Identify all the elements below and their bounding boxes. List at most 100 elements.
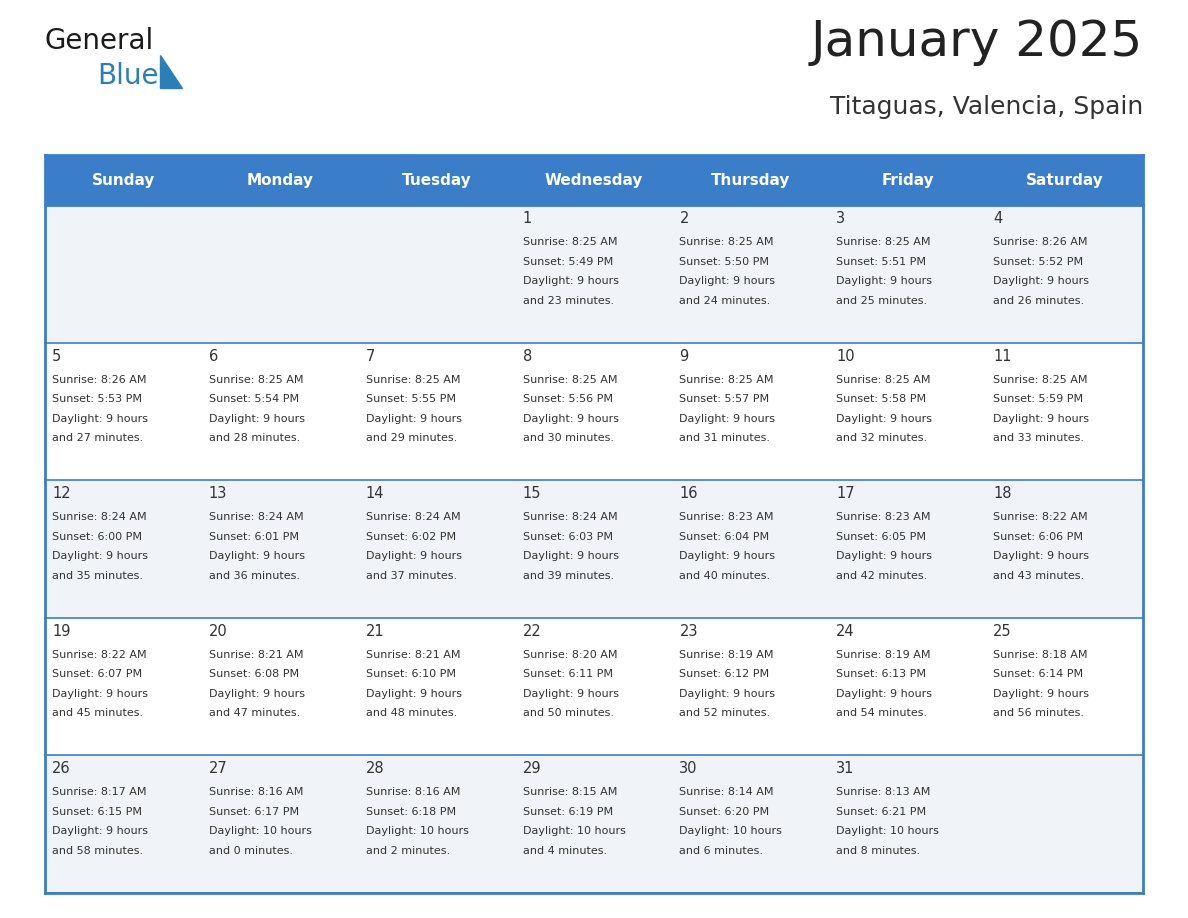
Bar (45, 342, 202, 480)
Text: Daylight: 9 hours: Daylight: 9 hours (993, 688, 1089, 699)
Text: 2: 2 (680, 211, 689, 226)
Bar (45, 756, 202, 893)
Text: Sunrise: 8:23 AM: Sunrise: 8:23 AM (680, 512, 773, 522)
Bar (829, 342, 986, 480)
Text: Monday: Monday (247, 173, 314, 187)
Text: Daylight: 9 hours: Daylight: 9 hours (680, 414, 776, 423)
Text: Sunset: 6:06 PM: Sunset: 6:06 PM (993, 532, 1083, 542)
Text: and 2 minutes.: and 2 minutes. (366, 845, 450, 856)
Text: Daylight: 10 hours: Daylight: 10 hours (523, 826, 625, 836)
Text: Sunrise: 8:21 AM: Sunrise: 8:21 AM (366, 650, 460, 660)
Text: and 25 minutes.: and 25 minutes. (836, 296, 928, 306)
Text: Sunrise: 8:15 AM: Sunrise: 8:15 AM (523, 788, 617, 798)
Text: Sunrise: 8:25 AM: Sunrise: 8:25 AM (523, 237, 617, 247)
Text: Sunset: 6:12 PM: Sunset: 6:12 PM (680, 669, 770, 679)
Text: and 26 minutes.: and 26 minutes. (993, 296, 1085, 306)
Bar (45, 155, 202, 205)
Text: Daylight: 9 hours: Daylight: 9 hours (209, 551, 305, 561)
Text: Sunset: 5:56 PM: Sunset: 5:56 PM (523, 394, 613, 404)
Text: Daylight: 9 hours: Daylight: 9 hours (366, 688, 462, 699)
Bar (516, 756, 672, 893)
Bar (202, 205, 359, 342)
Text: Sunset: 5:55 PM: Sunset: 5:55 PM (366, 394, 456, 404)
Bar (672, 480, 829, 618)
Text: Sunset: 6:18 PM: Sunset: 6:18 PM (366, 807, 456, 817)
Text: 20: 20 (209, 624, 228, 639)
Text: Daylight: 10 hours: Daylight: 10 hours (836, 826, 940, 836)
Text: 14: 14 (366, 487, 384, 501)
Text: Daylight: 9 hours: Daylight: 9 hours (366, 551, 462, 561)
Text: and 0 minutes.: and 0 minutes. (209, 845, 293, 856)
Text: Daylight: 9 hours: Daylight: 9 hours (993, 551, 1089, 561)
Text: Sunrise: 8:24 AM: Sunrise: 8:24 AM (523, 512, 618, 522)
Text: Sunset: 6:20 PM: Sunset: 6:20 PM (680, 807, 770, 817)
Text: Sunrise: 8:25 AM: Sunrise: 8:25 AM (366, 375, 460, 385)
Text: Sunset: 6:14 PM: Sunset: 6:14 PM (993, 669, 1083, 679)
Text: Sunrise: 8:26 AM: Sunrise: 8:26 AM (993, 237, 1088, 247)
Bar (359, 155, 516, 205)
Text: Daylight: 9 hours: Daylight: 9 hours (52, 826, 148, 836)
Text: January 2025: January 2025 (810, 18, 1143, 66)
Text: Sunrise: 8:22 AM: Sunrise: 8:22 AM (52, 650, 146, 660)
Text: Sunset: 6:15 PM: Sunset: 6:15 PM (52, 807, 143, 817)
Text: and 43 minutes.: and 43 minutes. (993, 571, 1085, 581)
Text: and 40 minutes.: and 40 minutes. (680, 571, 771, 581)
Text: Daylight: 9 hours: Daylight: 9 hours (366, 414, 462, 423)
Text: and 23 minutes.: and 23 minutes. (523, 296, 614, 306)
Text: and 24 minutes.: and 24 minutes. (680, 296, 771, 306)
Text: and 33 minutes.: and 33 minutes. (993, 433, 1085, 443)
Text: Daylight: 10 hours: Daylight: 10 hours (680, 826, 783, 836)
Text: 15: 15 (523, 487, 541, 501)
Text: 21: 21 (366, 624, 385, 639)
Bar (672, 756, 829, 893)
Bar (516, 342, 672, 480)
Bar (829, 155, 986, 205)
Polygon shape (160, 55, 182, 88)
Text: Sunrise: 8:16 AM: Sunrise: 8:16 AM (209, 788, 303, 798)
Bar (359, 618, 516, 756)
Text: 7: 7 (366, 349, 375, 364)
Bar (516, 618, 672, 756)
Text: 23: 23 (680, 624, 697, 639)
Text: 30: 30 (680, 761, 697, 777)
Text: Sunrise: 8:25 AM: Sunrise: 8:25 AM (523, 375, 617, 385)
Bar (45, 205, 202, 342)
Text: Daylight: 9 hours: Daylight: 9 hours (836, 414, 933, 423)
Text: Sunset: 5:50 PM: Sunset: 5:50 PM (680, 256, 770, 266)
Text: 18: 18 (993, 487, 1012, 501)
Text: Daylight: 9 hours: Daylight: 9 hours (209, 688, 305, 699)
Bar (986, 205, 1143, 342)
Bar (672, 155, 829, 205)
Text: Sunset: 6:05 PM: Sunset: 6:05 PM (836, 532, 927, 542)
Text: Daylight: 9 hours: Daylight: 9 hours (836, 276, 933, 286)
Text: Daylight: 10 hours: Daylight: 10 hours (209, 826, 311, 836)
Text: Sunrise: 8:18 AM: Sunrise: 8:18 AM (993, 650, 1088, 660)
Text: 28: 28 (366, 761, 385, 777)
Bar (986, 756, 1143, 893)
Text: Sunset: 5:59 PM: Sunset: 5:59 PM (993, 394, 1083, 404)
Text: 9: 9 (680, 349, 689, 364)
Text: Sunrise: 8:25 AM: Sunrise: 8:25 AM (993, 375, 1088, 385)
Bar (359, 480, 516, 618)
Bar (672, 342, 829, 480)
Text: Daylight: 9 hours: Daylight: 9 hours (836, 551, 933, 561)
Text: 31: 31 (836, 761, 854, 777)
Text: Daylight: 9 hours: Daylight: 9 hours (523, 276, 619, 286)
Text: Sunrise: 8:23 AM: Sunrise: 8:23 AM (836, 512, 930, 522)
Text: Sunset: 6:02 PM: Sunset: 6:02 PM (366, 532, 456, 542)
Bar (516, 155, 672, 205)
Bar (986, 480, 1143, 618)
Text: Daylight: 10 hours: Daylight: 10 hours (366, 826, 468, 836)
Text: 26: 26 (52, 761, 70, 777)
Text: and 30 minutes.: and 30 minutes. (523, 433, 613, 443)
Text: 24: 24 (836, 624, 855, 639)
Text: 8: 8 (523, 349, 532, 364)
Text: 12: 12 (52, 487, 70, 501)
Text: 1: 1 (523, 211, 532, 226)
Text: Sunrise: 8:13 AM: Sunrise: 8:13 AM (836, 788, 930, 798)
Text: Daylight: 9 hours: Daylight: 9 hours (523, 551, 619, 561)
Bar (359, 205, 516, 342)
Text: 16: 16 (680, 487, 697, 501)
Text: Sunset: 5:57 PM: Sunset: 5:57 PM (680, 394, 770, 404)
Text: 17: 17 (836, 487, 855, 501)
